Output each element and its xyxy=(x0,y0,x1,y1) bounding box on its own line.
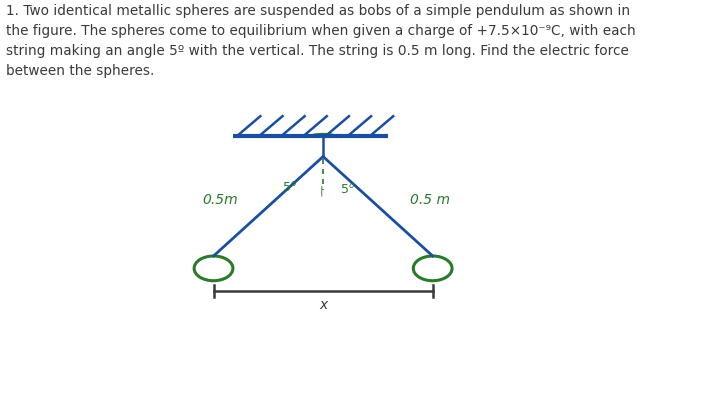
Text: 0.5 m: 0.5 m xyxy=(409,193,450,207)
Text: 0.5m: 0.5m xyxy=(202,193,238,207)
Text: 5$^o$: 5$^o$ xyxy=(282,180,297,194)
Text: x: x xyxy=(319,298,327,312)
Text: 1. Two identical metallic spheres are suspended as bobs of a simple pendulum as : 1. Two identical metallic spheres are su… xyxy=(6,4,636,78)
Text: 5$^o$: 5$^o$ xyxy=(340,183,355,197)
Text: |: | xyxy=(319,185,323,196)
